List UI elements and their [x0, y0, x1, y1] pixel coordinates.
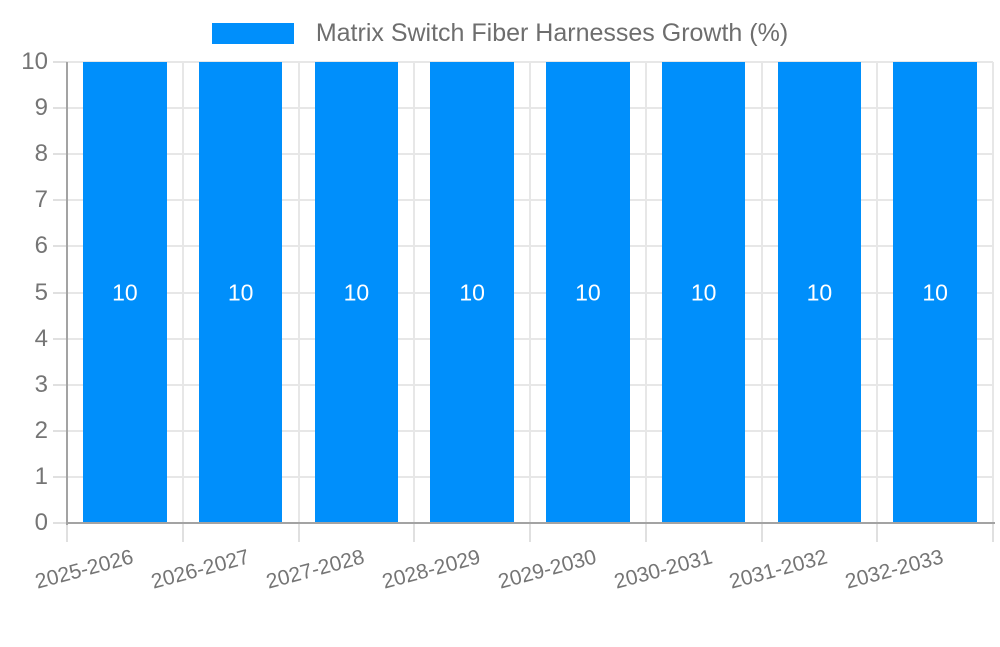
x-axis-tick [181, 523, 184, 542]
y-axis-label: 5 [34, 278, 48, 306]
y-axis-label: 10 [21, 48, 48, 75]
y-axis-label: 9 [34, 94, 48, 122]
bar[interactable] [893, 62, 977, 523]
gridline-vertical [529, 62, 531, 523]
bar[interactable] [777, 62, 862, 523]
y-axis-label: 0 [34, 509, 48, 536]
y-axis-tick [53, 337, 67, 340]
y-axis-tick [53, 153, 67, 156]
x-axis-tick [297, 523, 300, 542]
bar-value-label: 10 [227, 279, 254, 305]
y-axis-label: 6 [34, 232, 48, 260]
y-axis-tick [53, 429, 67, 432]
bar-value-label: 10 [690, 279, 717, 305]
gridline-vertical [992, 62, 994, 523]
x-axis-tick [529, 523, 531, 542]
y-axis-tick [53, 522, 67, 524]
bar[interactable] [314, 62, 399, 523]
y-axis-tick [53, 61, 67, 63]
bar[interactable] [430, 62, 514, 523]
y-axis-label: 2 [34, 416, 48, 444]
y-axis-tick [53, 199, 67, 202]
y-axis-tick [53, 291, 67, 294]
x-axis-tick [644, 523, 647, 542]
x-axis-tick [66, 523, 68, 542]
bar-value-label: 10 [922, 279, 948, 305]
y-axis-tick [53, 475, 67, 478]
bar-value-label: 10 [806, 279, 833, 305]
gridline-vertical [297, 62, 300, 523]
x-axis-tick [876, 523, 879, 542]
x-axis-line [66, 522, 995, 524]
y-axis-tick [53, 383, 67, 386]
gridline-vertical [760, 62, 763, 523]
y-axis-label: 1 [34, 462, 48, 490]
bar-value-label: 10 [343, 279, 370, 305]
bar-value-label: 10 [459, 279, 485, 305]
plot-area: 10 10 10 10 10 10 10 10 [53, 61, 995, 542]
bar[interactable] [661, 62, 746, 523]
y-axis-label: 4 [34, 324, 48, 352]
x-axis-tick [413, 523, 416, 542]
y-axis-tick [53, 245, 67, 248]
gridline-vertical [413, 62, 416, 523]
gridline-vertical [876, 62, 879, 523]
bar[interactable] [546, 62, 630, 523]
gridline-vertical [181, 62, 184, 523]
gridline-vertical [644, 62, 647, 523]
bar-chart: Matrix Switch Fiber Harnesses Growth (%)… [0, 18, 1000, 594]
bar[interactable] [198, 62, 283, 523]
x-axis-tick [992, 523, 994, 542]
x-axis-tick [760, 523, 763, 542]
legend[interactable]: Matrix Switch Fiber Harnesses Growth (%) [0, 18, 1000, 48]
legend-swatch-icon [211, 22, 294, 44]
y-axis-label: 8 [34, 140, 48, 168]
y-axis-label: 7 [34, 186, 48, 214]
bar[interactable] [83, 62, 167, 523]
bar-value-label: 10 [575, 279, 601, 305]
y-axis-line [66, 62, 68, 525]
bar-value-label: 10 [112, 279, 138, 305]
y-axis-tick [53, 107, 67, 110]
y-axis-label: 3 [34, 370, 48, 398]
legend-label: Matrix Switch Fiber Harnesses Growth (%) [315, 18, 789, 47]
